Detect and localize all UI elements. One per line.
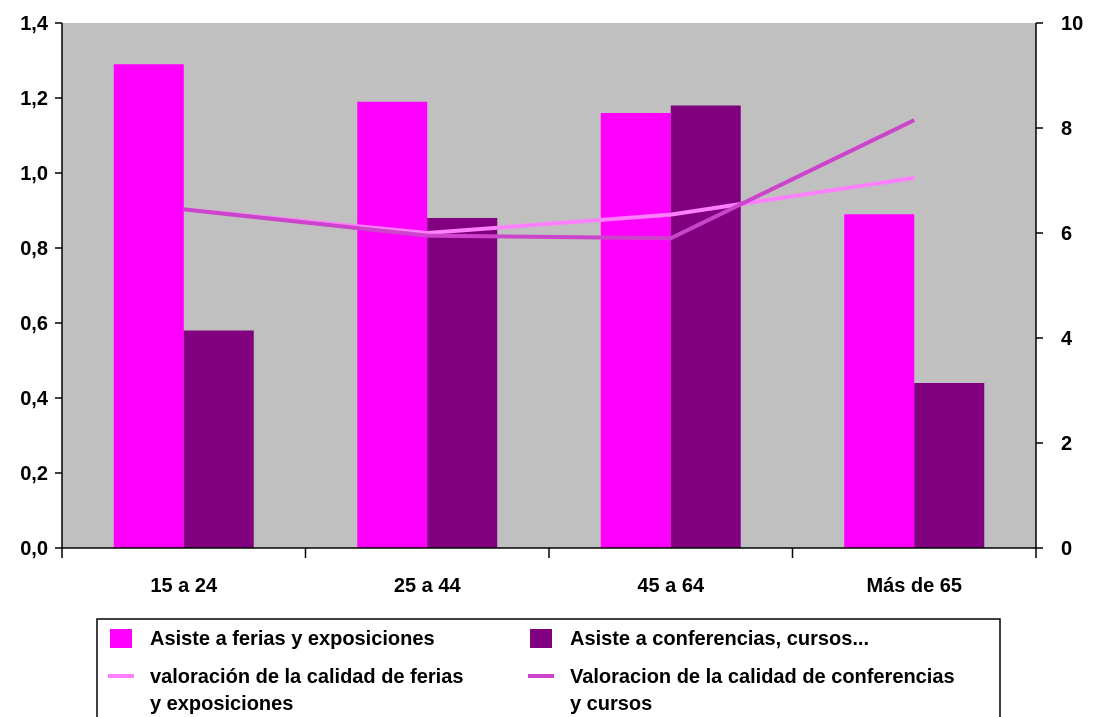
left-tick-label: 0,6 (20, 313, 48, 335)
legend: Asiste a ferias y exposiciones Asiste a … (96, 618, 1001, 717)
line-valoracion-conferencias (183, 118, 916, 241)
right-tick-label: 8 (1061, 118, 1072, 140)
bar-ferias-2 (600, 113, 671, 548)
right-tick-label: 0 (1061, 538, 1072, 560)
bar-conferencias-2 (670, 105, 741, 548)
left-tick-label: 0,8 (20, 238, 48, 260)
bar-conferencias-3 (914, 383, 985, 548)
left-tick-label: 0,2 (20, 463, 48, 485)
bars-group (113, 64, 985, 548)
axes-group: 0,0 0,2 0,4 0,6 0,8 1,0 1,2 1,4 0 2 4 6 8 10 15 a 24 25… (20, 13, 1083, 597)
right-tick-label: 4 (1061, 328, 1073, 350)
legend-label-valoracion-conferencias-line1: Valoracion de la calidad de conferencias (570, 666, 955, 688)
legend-label-valoracion-ferias-line1: valoración de la calidad de ferias (150, 666, 463, 688)
bar-ferias-3 (844, 214, 915, 548)
left-tick-label: 1,0 (20, 163, 48, 185)
legend-swatch-ferias (110, 629, 132, 648)
legend-label-valoracion-conferencias-line2: y cursos (570, 693, 652, 715)
bar-conferencias-1 (427, 218, 498, 548)
legend-label-conferencias: Asiste a conferencias, cursos... (570, 628, 869, 650)
legend-label-ferias: Asiste a ferias y exposiciones (150, 628, 435, 650)
left-tick-label: 0,4 (20, 388, 49, 410)
x-tick-label: 45 a 64 (637, 575, 705, 597)
x-tick-label: 15 a 24 (150, 575, 218, 597)
right-tick-label: 10 (1061, 13, 1083, 35)
right-tick-label: 2 (1061, 433, 1072, 455)
left-tick-label: 0,0 (20, 538, 48, 560)
bar-conferencias-0 (183, 330, 254, 548)
left-tick-label: 1,4 (20, 13, 49, 35)
lines-group (183, 118, 916, 241)
x-tick-label: Más de 65 (866, 575, 962, 597)
legend-swatch-conferencias (530, 629, 552, 648)
right-tick-label: 6 (1061, 223, 1072, 245)
left-tick-label: 1,2 (20, 88, 48, 110)
bar-ferias-0 (113, 64, 184, 548)
legend-label-valoracion-ferias-line2: y exposiciones (150, 693, 293, 715)
bar-ferias-1 (357, 101, 428, 548)
x-tick-label: 25 a 44 (394, 575, 462, 597)
